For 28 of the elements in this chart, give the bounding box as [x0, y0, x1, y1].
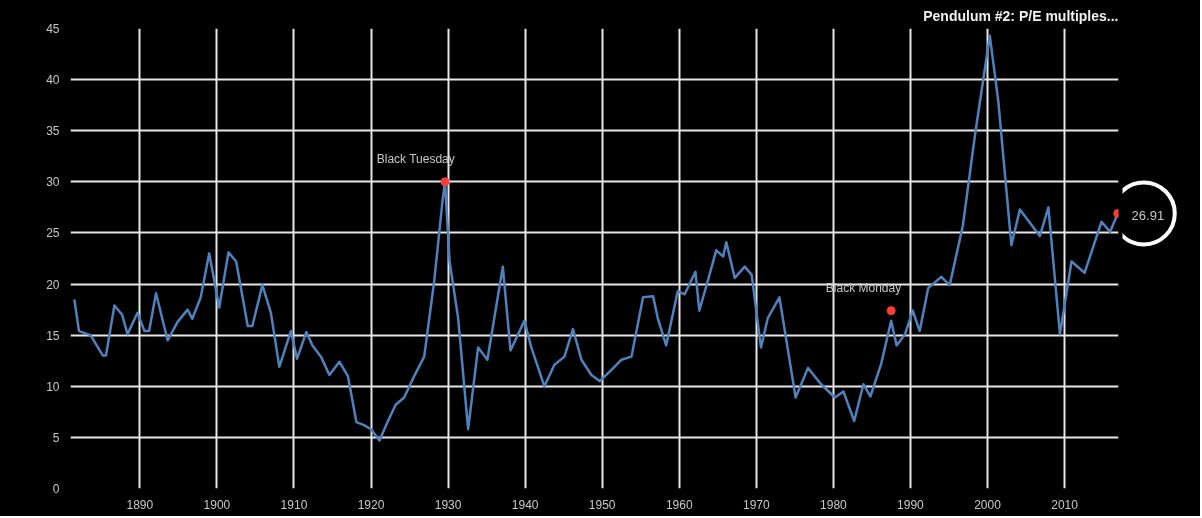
x-tick-label: 1980 [820, 497, 848, 512]
y-tick-label: 25 [46, 226, 60, 241]
x-tick-label: 1920 [357, 497, 385, 512]
x-tick-label: 1960 [665, 497, 693, 512]
x-tick-label: 1990 [897, 497, 925, 512]
y-tick-label: 5 [52, 430, 60, 445]
chart-title: Pendulum #2: P/E multiples... [923, 7, 1119, 24]
y-tick-label: 35 [46, 124, 60, 139]
x-tick-label: 1910 [280, 497, 308, 512]
x-tick-label: 1940 [511, 497, 539, 512]
x-tick-label: 2010 [1051, 497, 1079, 512]
y-tick-label: 30 [46, 175, 60, 190]
point [440, 177, 450, 187]
x-tick-label: 1970 [742, 497, 770, 512]
y-tick-label: 10 [46, 379, 60, 394]
x-tick-label: 1930 [434, 497, 462, 512]
x-tick-label: 2000 [974, 497, 1002, 512]
y-tick-label: 15 [46, 328, 60, 343]
y-tick-label: 45 [46, 22, 60, 36]
x-tick-label: 1900 [203, 497, 231, 512]
point [886, 306, 896, 316]
x-tick-label: 1890 [126, 497, 154, 512]
y-tick-label: 20 [46, 277, 60, 292]
y-tick-label: 0 [52, 482, 60, 496]
line-series [73, 34, 1119, 442]
y-tick-label: 40 [46, 73, 60, 88]
x-tick-label: 1950 [588, 497, 616, 512]
data-label: 26.91 [1131, 208, 1165, 224]
